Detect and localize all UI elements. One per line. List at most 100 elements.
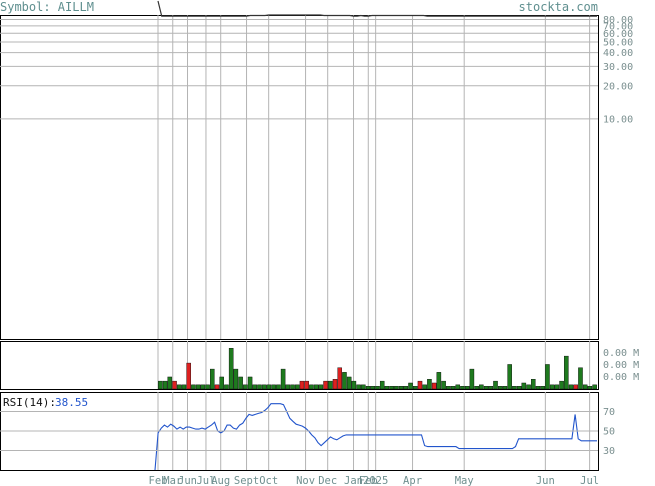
volume-bar bbox=[172, 380, 177, 390]
volume-bar bbox=[271, 384, 276, 390]
rsi-title: RSI(14): bbox=[3, 396, 56, 409]
volume-bar bbox=[361, 384, 366, 390]
volume-bar bbox=[210, 368, 215, 390]
x-tick-label: 2025 bbox=[363, 475, 388, 486]
volume-bar bbox=[413, 386, 418, 390]
rsi-y-ticks: 70 50 30 bbox=[0, 407, 615, 457]
volume-bar bbox=[266, 384, 272, 390]
volume-bar bbox=[186, 362, 191, 390]
volume-bar bbox=[573, 384, 579, 390]
price-tick-label: 80.00 bbox=[603, 15, 633, 26]
volume-bar bbox=[441, 380, 446, 390]
volume-bar bbox=[205, 384, 210, 390]
volume-bar bbox=[384, 386, 390, 390]
volume-bar bbox=[257, 384, 262, 390]
volume-bar bbox=[214, 384, 220, 390]
volume-bar bbox=[181, 384, 187, 390]
x-tick-label: Feb bbox=[149, 475, 168, 486]
volume-bar bbox=[224, 384, 229, 390]
volume-bar bbox=[351, 380, 357, 390]
volume-bar bbox=[365, 386, 371, 390]
x-tick-label: Oct bbox=[259, 475, 278, 486]
x-tick-label: Aug bbox=[211, 475, 230, 486]
volume-bar bbox=[394, 386, 399, 390]
symbol-label: Symbol: AILLM bbox=[0, 0, 94, 14]
volume-bar bbox=[497, 386, 503, 390]
volume-bar bbox=[516, 386, 522, 390]
volume-bar bbox=[535, 386, 541, 390]
volume-bar bbox=[247, 376, 253, 390]
volume-bar bbox=[464, 386, 470, 390]
volume-bar bbox=[200, 384, 206, 390]
volume-bar bbox=[403, 386, 409, 390]
volume-bar bbox=[460, 386, 465, 390]
price-tick-label: 30.00 bbox=[603, 62, 633, 73]
vertical-gridlines bbox=[157, 15, 591, 470]
x-tick-label: Feb bbox=[359, 475, 378, 486]
x-tick-label: Dec bbox=[318, 475, 337, 486]
volume-bar bbox=[592, 384, 597, 390]
volume-bar bbox=[243, 384, 248, 390]
volume-bar bbox=[342, 372, 347, 390]
rsi-tick-label: 50 bbox=[603, 427, 615, 438]
volume-bar bbox=[450, 386, 456, 390]
volume-bar bbox=[479, 384, 484, 390]
volume-bar bbox=[252, 384, 258, 390]
volume-bar bbox=[313, 384, 319, 390]
volume-bar bbox=[299, 380, 305, 390]
volume-bar bbox=[276, 384, 281, 390]
volume-bar bbox=[195, 384, 201, 390]
x-tick-label: Jun bbox=[178, 475, 197, 486]
price-tick-label: 60.00 bbox=[603, 29, 633, 40]
volume-bar bbox=[233, 368, 239, 390]
volume-bar bbox=[176, 384, 182, 390]
volume-bar bbox=[549, 384, 555, 390]
volume-bar bbox=[436, 372, 442, 390]
x-tick-label: Mar bbox=[163, 475, 182, 486]
volume-bar bbox=[455, 384, 461, 390]
volume-bar bbox=[370, 386, 376, 390]
volume-bar bbox=[488, 386, 494, 390]
volume-bar bbox=[261, 384, 267, 390]
volume-bar bbox=[427, 379, 432, 390]
volume-bar bbox=[389, 386, 394, 390]
x-tick-label: Sept bbox=[234, 475, 259, 486]
volume-bar bbox=[309, 384, 314, 390]
price-series bbox=[157, 0, 597, 17]
volume-bars bbox=[158, 348, 597, 390]
volume-bar bbox=[356, 384, 361, 390]
volume-bar bbox=[417, 380, 423, 390]
price-tick-label: 70.00 bbox=[603, 21, 633, 32]
x-tick-label: Jul bbox=[580, 475, 599, 486]
volume-bar bbox=[564, 355, 569, 390]
volume-y-ticks: 0.00 M0.00 M0.00 M bbox=[603, 348, 639, 383]
volume-bar bbox=[167, 376, 173, 390]
volume-bar bbox=[512, 386, 517, 390]
x-tick-label: Jul bbox=[196, 475, 215, 486]
rsi-line bbox=[154, 403, 597, 471]
volume-bar bbox=[328, 380, 333, 390]
volume-bar bbox=[219, 376, 224, 390]
rsi-tick-label: 30 bbox=[603, 446, 615, 457]
rsi-tick-label: 70 bbox=[603, 407, 615, 418]
volume-bar bbox=[521, 382, 527, 390]
x-tick-label: Jan bbox=[344, 475, 363, 486]
volume-bar bbox=[431, 382, 437, 390]
volume-bar bbox=[554, 384, 560, 390]
volume-bar bbox=[162, 380, 168, 390]
volume-bar bbox=[408, 382, 413, 390]
volume-tick-label: 0.00 M bbox=[603, 348, 639, 359]
volume-bar bbox=[587, 386, 593, 390]
volume-bar bbox=[375, 386, 380, 390]
x-tick-label: Apr bbox=[403, 475, 422, 486]
volume-bar bbox=[280, 368, 286, 390]
price-tick-label: 50.00 bbox=[603, 38, 633, 49]
volume-bar bbox=[191, 384, 196, 390]
x-tick-label: Nov bbox=[296, 475, 315, 486]
x-tick-label: Jun bbox=[536, 475, 555, 486]
price-tick-label: 40.00 bbox=[603, 48, 633, 59]
volume-bar bbox=[323, 380, 328, 390]
volume-bar bbox=[578, 367, 583, 390]
